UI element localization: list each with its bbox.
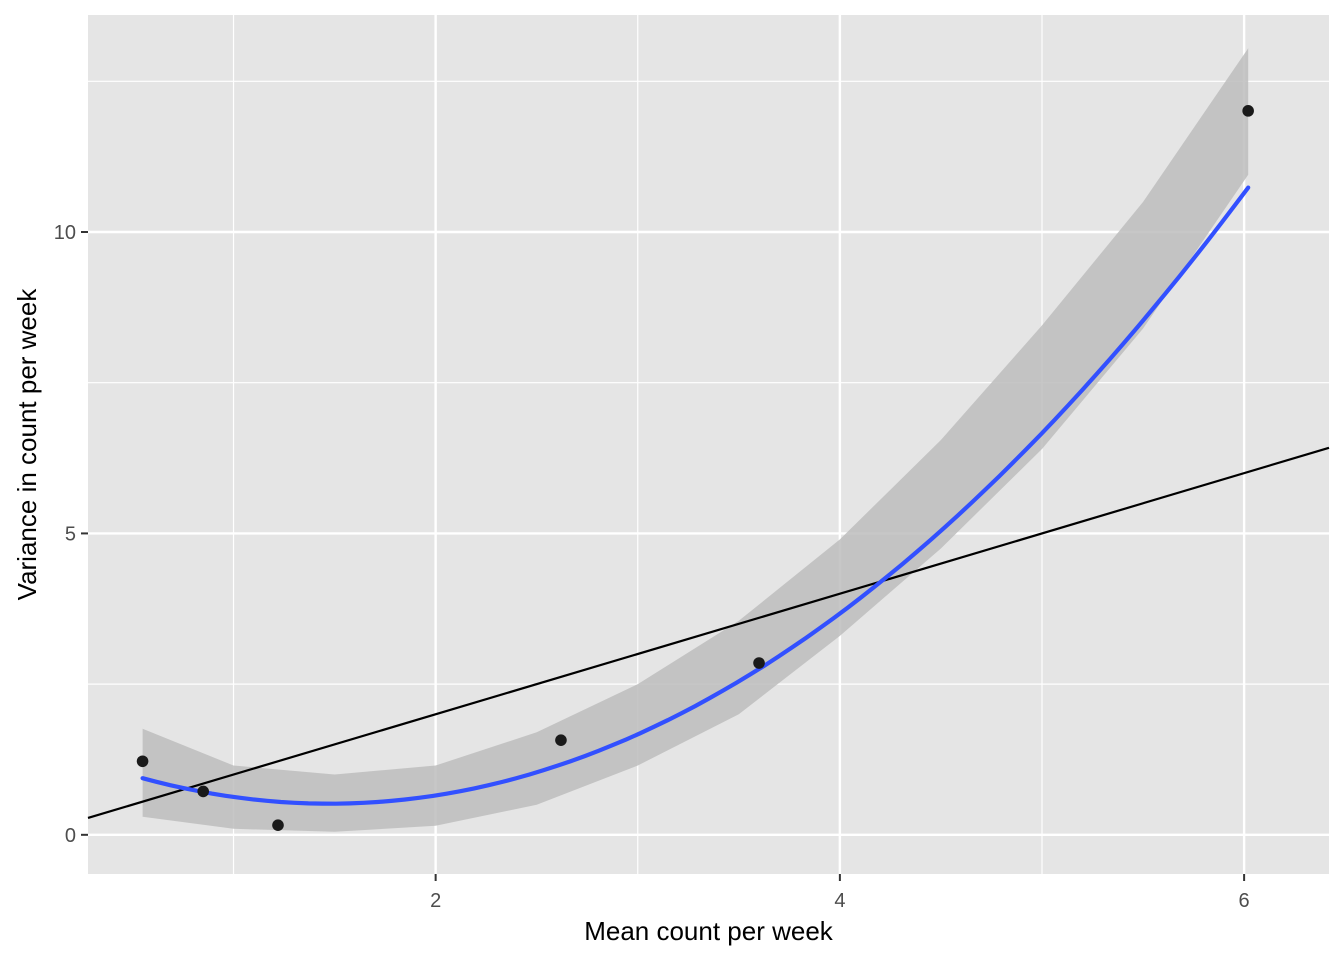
y-tick-label: 10 bbox=[54, 222, 76, 244]
x-tick-label: 4 bbox=[834, 890, 845, 912]
plot-panel bbox=[88, 15, 1329, 874]
reference-line-layer bbox=[87, 446, 1330, 819]
data-point bbox=[555, 734, 567, 746]
data-point bbox=[136, 755, 149, 768]
y-tick-label: 5 bbox=[65, 523, 76, 545]
data-point bbox=[753, 657, 765, 669]
x-tick-label: 2 bbox=[430, 890, 441, 912]
data-point bbox=[272, 819, 284, 831]
y-axis: 0 5 10 bbox=[54, 222, 88, 847]
data-point bbox=[1242, 105, 1254, 117]
data-points bbox=[136, 105, 1254, 831]
y-tick-label: 0 bbox=[65, 825, 76, 847]
smooth-curve-layer bbox=[140, 185, 1251, 806]
confidence-band-layer bbox=[142, 48, 1249, 832]
x-axis-title: Mean count per week bbox=[584, 916, 834, 946]
x-axis: 2 4 6 bbox=[430, 874, 1250, 912]
identity-reference-line bbox=[87, 446, 1330, 819]
x-tick-label: 6 bbox=[1239, 890, 1250, 912]
data-point bbox=[197, 785, 210, 798]
smooth-fit-curve bbox=[140, 185, 1251, 806]
confidence-band bbox=[142, 48, 1249, 832]
y-axis-title: Variance in count per week bbox=[12, 288, 42, 601]
